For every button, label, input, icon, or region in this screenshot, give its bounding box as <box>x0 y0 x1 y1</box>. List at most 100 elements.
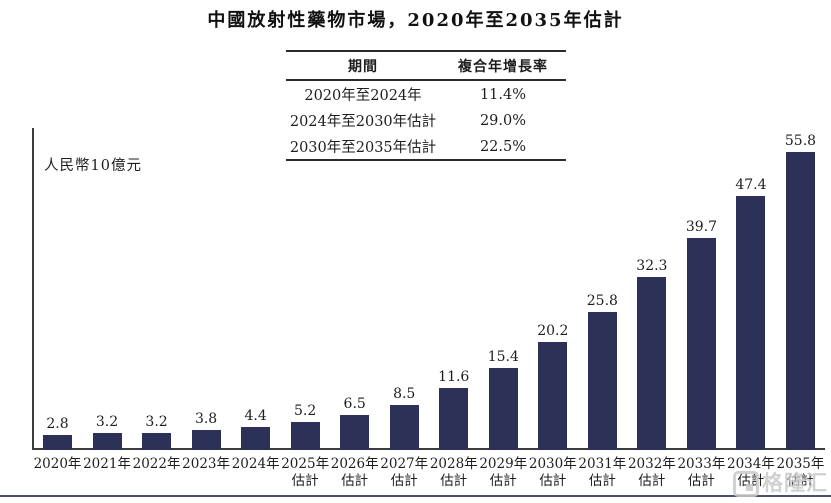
bar-value-label: 20.2 <box>537 322 569 339</box>
x-tick-year: 2029年 <box>479 456 528 472</box>
cagr-table-header-cagr: 複合年增長率 <box>440 51 566 81</box>
bottom-divider-line <box>0 495 831 497</box>
x-tick-year: 2028年 <box>429 456 478 472</box>
x-tick-label: 2020年 <box>26 456 90 473</box>
bar-group: 6.5 2026年 估計 <box>330 396 379 489</box>
cagr-cell: 22.5% <box>479 138 527 155</box>
x-tick-label: 2025年 估計 <box>273 456 337 490</box>
x-tick-estimate: 估計 <box>390 473 418 489</box>
cagr-table: 期間 複合年增長率 2020年至2024年 11.4% 2024年至2030年估… <box>286 50 566 161</box>
x-tick-label: 2024年 <box>224 456 288 473</box>
x-tick-year: 2030年 <box>528 456 577 472</box>
bar <box>389 404 419 450</box>
bar <box>92 432 122 450</box>
y-axis-line <box>32 128 34 450</box>
x-tick-label: 2021年 <box>75 456 139 473</box>
bar-group: 3.8 2023年 <box>182 410 231 472</box>
period-cell: 2030年至2035年估計 <box>289 140 437 156</box>
cagr-table-header-row: 期間 複合年增長率 <box>286 51 566 81</box>
cagr-cell: 29.0% <box>479 112 527 129</box>
x-tick-year: 2027年 <box>380 456 429 472</box>
bar <box>637 277 667 450</box>
x-tick-label: 2030年 估計 <box>521 456 585 490</box>
x-tick-label: 2031年 估計 <box>570 456 634 490</box>
bar <box>439 387 469 450</box>
bar-value-label: 39.7 <box>685 218 717 235</box>
watermark-text: 格隆汇 <box>762 472 828 495</box>
bar-group: 20.2 2030年 估計 <box>528 322 577 489</box>
cagr-cell: 11.4% <box>479 86 527 103</box>
table-row: 2024年至2030年估計 29.0% <box>286 107 566 133</box>
x-tick-estimate: 估計 <box>291 473 319 489</box>
x-tick-estimate: 估計 <box>638 473 666 489</box>
bar-value-label: 3.2 <box>95 413 119 430</box>
x-tick-estimate: 估計 <box>341 473 369 489</box>
bar-value-label: 3.8 <box>194 410 218 427</box>
bar <box>736 196 766 450</box>
x-tick-year: 2034年 <box>727 456 775 472</box>
x-tick-estimate: 估計 <box>539 473 567 489</box>
chart-title: 中國放射性藥物市場，2020年至2035年估計 <box>207 10 624 31</box>
x-tick-year: 2021年 <box>83 456 131 472</box>
x-tick-label: 2026年 估計 <box>323 456 387 490</box>
watermark: 格隆汇 <box>733 471 828 497</box>
bar <box>142 432 172 450</box>
bar-group: 3.2 2021年 <box>83 413 132 472</box>
bar-value-label: 32.3 <box>636 258 668 275</box>
x-tick-estimate: 估計 <box>440 473 468 489</box>
bar-group: 8.5 2027年 估計 <box>380 385 429 490</box>
bar-value-label: 11.6 <box>438 368 470 385</box>
x-tick-label: 2033年 估計 <box>669 456 733 490</box>
bar <box>488 367 518 450</box>
period-cell: 2020年至2024年 <box>304 88 422 104</box>
bar-value-label: 47.4 <box>735 177 767 194</box>
bar-group: 32.3 2032年 估計 <box>627 258 676 489</box>
x-tick-year: 2032年 <box>627 456 676 472</box>
x-tick-label: 2027年 估計 <box>372 456 436 490</box>
bar-value-label: 15.4 <box>487 348 519 365</box>
x-tick-year: 2023年 <box>182 456 231 472</box>
bar-value-label: 6.5 <box>343 396 366 413</box>
period-cell: 2024年至2030年估計 <box>289 114 437 130</box>
x-tick-year: 2025年 <box>281 456 330 472</box>
x-tick-estimate: 估計 <box>588 473 616 489</box>
bar-group: 39.7 2033年 估計 <box>677 218 726 489</box>
table-row: 2020年至2024年 11.4% <box>286 80 566 107</box>
cagr-table-header-period: 期間 <box>286 51 440 81</box>
bar-value-label: 25.8 <box>586 293 618 309</box>
x-tick-label: 2032年 估計 <box>620 456 684 490</box>
gelonghui-logo-icon <box>733 471 759 497</box>
x-tick-year: 2033年 <box>677 456 726 472</box>
bar-value-label: 55.8 <box>784 132 817 149</box>
bar <box>191 429 221 450</box>
bar-value-label: 8.5 <box>393 385 416 402</box>
x-tick-year: 2035年 <box>776 456 825 472</box>
x-tick-label: 2035年 估計 <box>768 456 831 490</box>
bar-value-label: 2.8 <box>46 416 69 432</box>
bar-value-label: 5.2 <box>294 403 317 420</box>
bar <box>241 426 271 450</box>
bar-group: 25.8 2031年 估計 <box>578 293 627 489</box>
bar <box>290 422 320 450</box>
x-tick-year: 2020年 <box>33 456 82 472</box>
bar-group: 15.4 2029年 估計 <box>479 348 528 489</box>
bar <box>785 151 815 450</box>
bar <box>686 237 716 450</box>
y-axis-unit-label: 人民幣10億元 <box>44 158 142 174</box>
x-tick-year: 2031年 <box>578 456 627 472</box>
x-tick-year: 2022年 <box>132 456 181 472</box>
bar-group: 55.8 2035年 估計 <box>776 132 825 490</box>
bar-group: 3.2 2022年 <box>132 413 181 472</box>
x-tick-estimate: 估計 <box>786 473 814 489</box>
bar-group: 5.2 2025年 估計 <box>281 403 330 489</box>
plot-area: 2.8 2020年 3.2 2021年 3.2 2022年 3.8 2023年 … <box>33 129 825 490</box>
x-tick-label: 2023年 <box>174 456 238 473</box>
x-tick-year: 2026年 <box>330 456 379 472</box>
bar <box>340 415 370 450</box>
bar-value-label: 3.2 <box>145 413 168 430</box>
x-tick-label: 2022年 <box>125 456 189 473</box>
bar-group: 2.8 2020年 <box>33 416 82 472</box>
bar <box>587 312 617 450</box>
bar-group: 11.6 2028年 估計 <box>429 368 478 489</box>
